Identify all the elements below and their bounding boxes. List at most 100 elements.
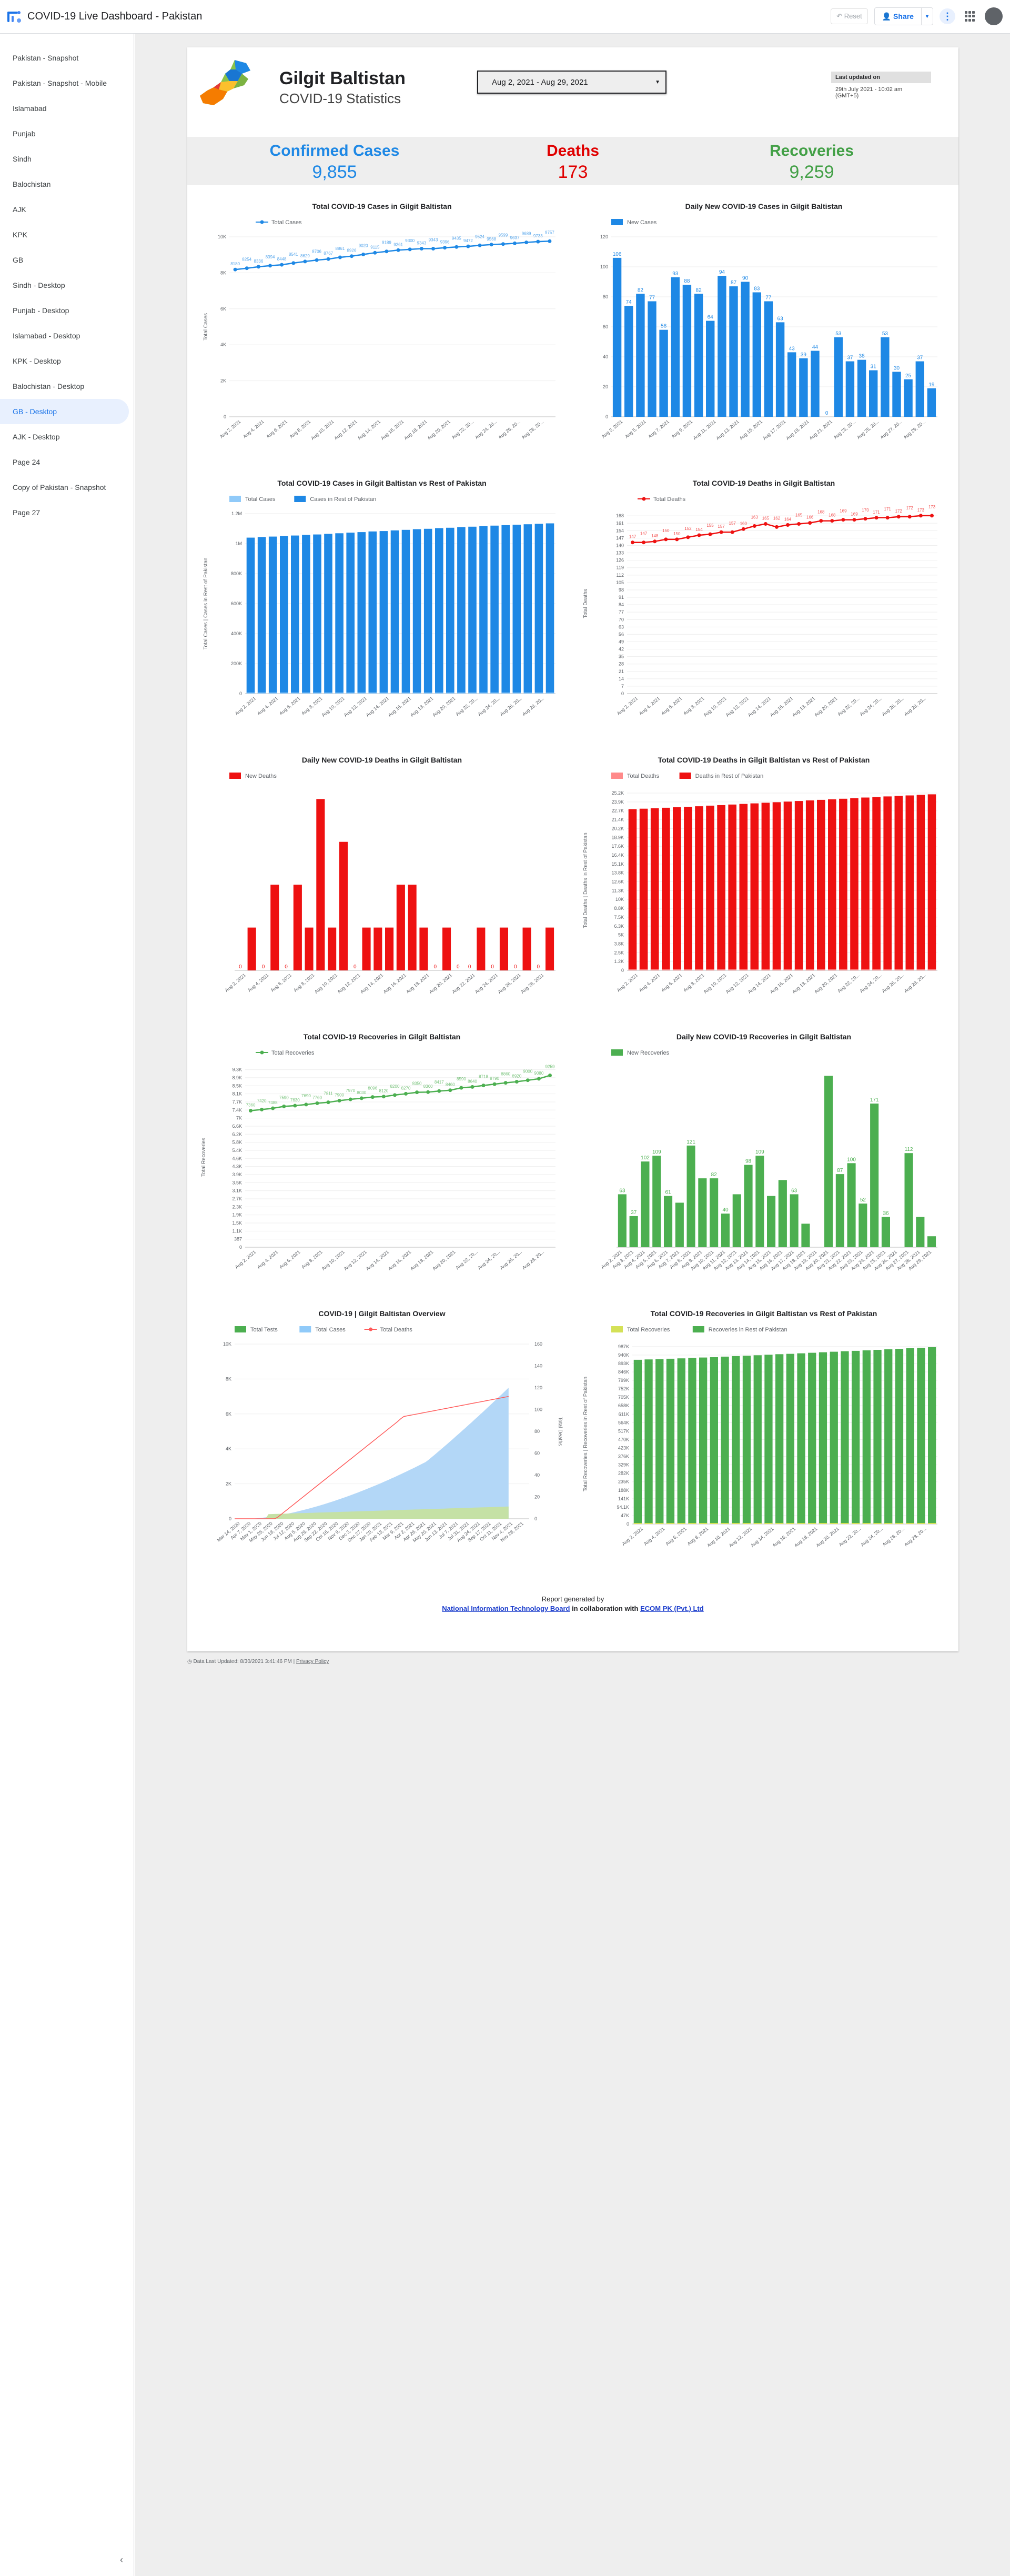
bar-secondary[interactable] <box>750 969 759 970</box>
data-point[interactable] <box>664 537 668 542</box>
bar-secondary[interactable] <box>695 969 703 970</box>
data-point[interactable] <box>326 257 330 261</box>
data-point[interactable] <box>797 522 801 526</box>
data-point[interactable] <box>293 1104 297 1108</box>
bar[interactable] <box>927 794 936 970</box>
bar-secondary[interactable] <box>717 969 725 970</box>
bar[interactable] <box>857 359 866 417</box>
bar[interactable] <box>783 801 792 970</box>
data-point[interactable] <box>741 527 745 531</box>
bar[interactable] <box>817 799 825 970</box>
bar[interactable] <box>477 927 486 970</box>
bar-secondary[interactable] <box>699 1523 708 1524</box>
chart-c5[interactable]: Daily New COVID-19 Deaths in Gilgit Balt… <box>198 749 566 1007</box>
bar[interactable] <box>718 276 726 417</box>
bar-secondary[interactable] <box>677 1523 685 1524</box>
bar[interactable] <box>373 927 382 970</box>
chart-c4[interactable]: Total COVID-19 Deaths in Gilgit Baltista… <box>580 473 948 730</box>
bar-secondary[interactable] <box>379 693 388 694</box>
data-point[interactable] <box>513 241 517 245</box>
data-point[interactable] <box>268 264 272 268</box>
bar[interactable] <box>423 528 432 694</box>
bar[interactable] <box>841 1351 849 1524</box>
sidebar-item[interactable]: Punjab <box>13 129 36 138</box>
bar[interactable] <box>819 1352 827 1524</box>
chart-c10[interactable]: Total COVID-19 Recoveries in Gilgit Balt… <box>580 1303 948 1561</box>
chart-c8[interactable]: Daily New COVID-19 Recoveries in Gilgit … <box>580 1026 948 1284</box>
data-point[interactable] <box>415 1090 419 1095</box>
bar-secondary[interactable] <box>894 969 903 970</box>
bar[interactable] <box>928 1347 936 1524</box>
data-point[interactable] <box>686 535 690 539</box>
bar[interactable] <box>916 795 925 970</box>
bar[interactable] <box>706 805 714 970</box>
bar-secondary[interactable] <box>423 693 432 694</box>
sidebar-item[interactable]: Copy of Pakistan - Snapshot <box>13 483 106 492</box>
bar[interactable] <box>927 388 936 417</box>
bar[interactable] <box>650 808 659 970</box>
bar[interactable] <box>729 286 738 417</box>
bar-secondary[interactable] <box>761 969 770 970</box>
data-point[interactable] <box>466 244 470 248</box>
bar[interactable] <box>534 524 543 694</box>
bar[interactable] <box>741 282 750 417</box>
bar[interactable] <box>684 807 692 970</box>
bar[interactable] <box>694 294 703 417</box>
data-point[interactable] <box>631 540 634 545</box>
bar-secondary[interactable] <box>883 969 892 970</box>
bar[interactable] <box>666 1358 675 1524</box>
data-point[interactable] <box>245 266 249 270</box>
bar[interactable] <box>257 537 266 694</box>
data-point[interactable] <box>256 265 260 269</box>
chart-c2[interactable]: Daily New COVID-19 Cases in Gilgit Balti… <box>580 196 948 454</box>
sidebar-item[interactable]: Punjab - Desktop <box>13 306 69 315</box>
bar[interactable] <box>870 1104 879 1247</box>
bar[interactable] <box>732 1194 741 1247</box>
bar[interactable] <box>728 804 736 970</box>
bar[interactable] <box>624 306 633 417</box>
data-point[interactable] <box>526 1078 530 1082</box>
bar-secondary[interactable] <box>633 1523 642 1524</box>
sidebar-item[interactable]: Pakistan - Snapshot <box>13 54 79 62</box>
bar[interactable] <box>744 1165 753 1248</box>
bar-secondary[interactable] <box>512 693 521 694</box>
data-point[interactable] <box>419 247 423 250</box>
data-point[interactable] <box>752 524 756 528</box>
bar[interactable] <box>468 526 477 694</box>
bar[interactable] <box>828 799 836 970</box>
bar[interactable] <box>368 531 377 694</box>
data-point[interactable] <box>431 247 435 250</box>
bar[interactable] <box>872 797 881 971</box>
data-point[interactable] <box>443 246 447 250</box>
bar[interactable] <box>839 798 847 970</box>
data-point[interactable] <box>348 1097 352 1101</box>
data-point[interactable] <box>280 263 284 267</box>
ecom-link[interactable]: ECOM PK (Pvt.) Ltd <box>640 1605 704 1612</box>
bar[interactable] <box>362 927 371 970</box>
bar-secondary[interactable] <box>710 1523 718 1524</box>
bar[interactable] <box>698 1178 707 1247</box>
data-point[interactable] <box>404 1091 408 1096</box>
data-point[interactable] <box>271 1106 275 1110</box>
bar[interactable] <box>546 927 554 970</box>
bar[interactable] <box>732 1356 740 1524</box>
bar[interactable] <box>794 801 803 970</box>
bar[interactable] <box>764 301 773 417</box>
data-point[interactable] <box>361 253 366 256</box>
bar-secondary[interactable] <box>895 1523 904 1524</box>
bar-secondary[interactable] <box>706 969 714 970</box>
bar[interactable] <box>787 352 796 417</box>
bar[interactable] <box>742 1356 751 1524</box>
bar[interactable] <box>636 294 645 417</box>
data-point[interactable] <box>326 1100 330 1105</box>
bar[interactable] <box>435 528 443 694</box>
data-point[interactable] <box>396 248 400 252</box>
data-point[interactable] <box>454 245 459 249</box>
bar[interactable] <box>834 337 843 417</box>
bar-secondary[interactable] <box>841 1523 849 1524</box>
bar-secondary[interactable] <box>390 693 399 694</box>
bar[interactable] <box>916 1217 925 1248</box>
bar[interactable] <box>316 799 325 970</box>
data-point[interactable] <box>501 242 505 246</box>
bar-secondary[interactable] <box>872 969 881 970</box>
